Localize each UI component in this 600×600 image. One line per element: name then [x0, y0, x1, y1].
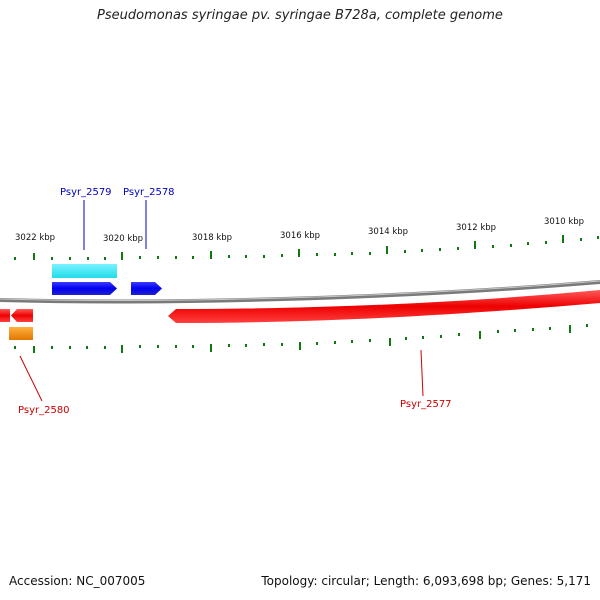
genome-backbone	[0, 280, 600, 304]
leader-line-psyr-2577	[420, 349, 424, 397]
gene-label-psyr-2577[interactable]: Psyr_2577	[400, 399, 452, 410]
ruler-label: 3010 kbp	[544, 217, 584, 227]
reverse-feature-bar[interactable]	[9, 327, 33, 340]
ruler-label: 3022 kbp	[15, 233, 55, 243]
gene-label-psyr-2579[interactable]: Psyr_2579	[60, 187, 112, 198]
ruler-labels: 3022 kbp 3020 kbp 3018 kbp 3016 kbp 3014…	[15, 217, 584, 244]
forward-tick-row	[14, 235, 599, 260]
gene-arrow-psyr-2579[interactable]	[52, 282, 117, 295]
ruler-label: 3016 kbp	[280, 231, 320, 241]
gene-label-psyr-2580[interactable]: Psyr_2580	[18, 405, 70, 416]
ruler-label: 3012 kbp	[456, 223, 496, 233]
ruler-label: 3018 kbp	[192, 233, 232, 243]
ruler-label: 3014 kbp	[368, 227, 408, 237]
genome-summary-text: Topology: circular; Length: 6,093,698 bp…	[261, 574, 591, 588]
gene-arrow-psyr-2580[interactable]	[11, 309, 33, 322]
genome-title: Pseudomonas syringae pv. syringae B728a,…	[97, 8, 503, 23]
accession-text: Accession: NC_007005	[9, 574, 146, 588]
reverse-tick-row	[14, 324, 588, 353]
gene-arrow-psyr-2577[interactable]	[168, 290, 600, 323]
leader-line-psyr-2580	[19, 355, 43, 402]
forward-feature-bar[interactable]	[52, 264, 117, 278]
gene-arrow-psyr-2578[interactable]	[131, 282, 162, 295]
gene-label-psyr-2578[interactable]: Psyr_2578	[123, 187, 175, 198]
genome-backbone-highlight	[0, 280, 600, 301]
ruler-label: 3020 kbp	[103, 234, 143, 244]
gene-block-reverse[interactable]	[0, 309, 10, 322]
